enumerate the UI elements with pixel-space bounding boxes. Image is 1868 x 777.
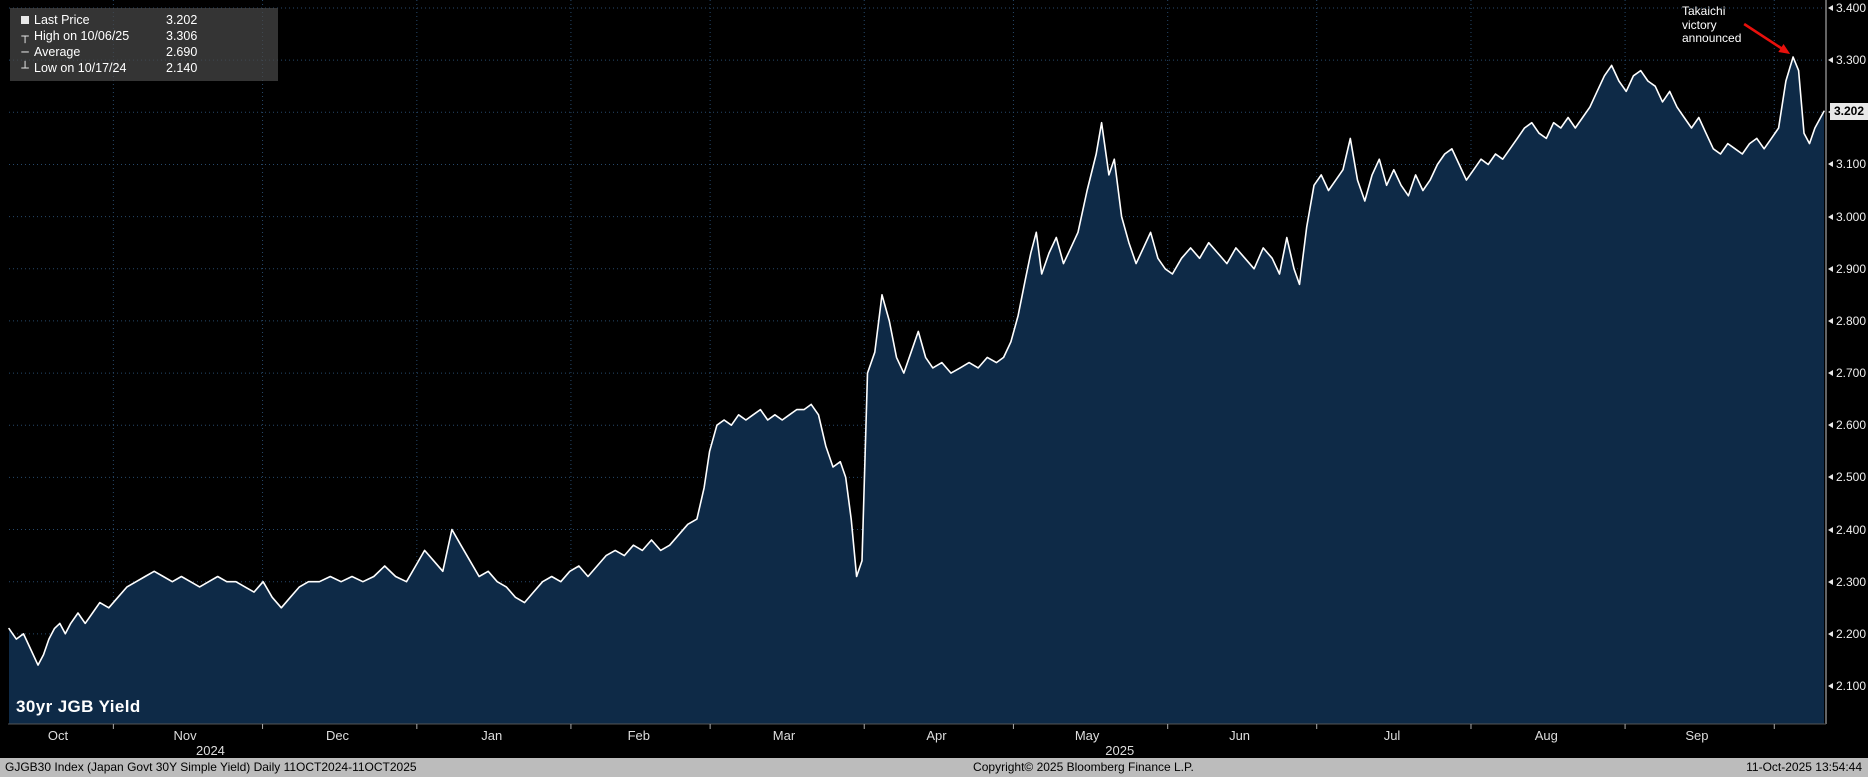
- legend-row-low: ┴ Low on 10/17/24 2.140: [16, 60, 270, 76]
- legend-row-average: ─ Average 2.690: [16, 44, 270, 60]
- x-axis-month-label: Feb: [627, 728, 650, 743]
- y-axis-label: 2.600: [1828, 418, 1866, 432]
- axis-tick-icon: [1828, 57, 1833, 64]
- legend-value: 3.306: [166, 29, 198, 43]
- axis-tick-icon: [1828, 265, 1833, 272]
- legend-value: 2.690: [166, 45, 198, 59]
- x-axis-year-label: 2024: [195, 743, 225, 758]
- x-axis-month-label: Jul: [1383, 728, 1401, 743]
- x-axis-month-label: Dec: [325, 728, 350, 743]
- annotation-line: victory: [1682, 17, 1717, 32]
- axis-tick-icon: [1828, 370, 1833, 377]
- legend-label: High on 10/06/25: [34, 29, 130, 43]
- y-axis-label: 3.400: [1828, 1, 1866, 15]
- takaichi-annotation: Takaichi victory announced: [1682, 4, 1742, 46]
- annotation-arrowhead: [1778, 43, 1791, 55]
- yield-line: [8, 56, 1825, 666]
- footer-security-info: GJGB30 Index (Japan Govt 30Y Simple Yiel…: [5, 760, 417, 774]
- y-axis-label: 2.700: [1828, 366, 1866, 380]
- last-price-badge: 3.202: [1830, 102, 1868, 120]
- yield-area-fill: [9, 57, 1824, 724]
- axis-tick-icon: [1828, 630, 1833, 637]
- y-axis-label: 2.100: [1828, 679, 1866, 693]
- y-axis-label: 2.500: [1828, 470, 1866, 484]
- x-axis-month-label: Apr: [926, 728, 947, 743]
- axis-tick-icon: [1828, 422, 1833, 429]
- x-axis-month-label: Nov: [173, 728, 197, 743]
- x-axis-month-label: Jan: [481, 728, 503, 743]
- status-bar: GJGB30 Index (Japan Govt 30Y Simple Yiel…: [0, 758, 1868, 777]
- legend-row-high: ┬ High on 10/06/25 3.306: [16, 28, 270, 44]
- y-axis-label: 3.100: [1828, 157, 1866, 171]
- chart-title: 30yr JGB Yield: [16, 697, 141, 716]
- y-axis-label: 2.300: [1828, 575, 1866, 589]
- x-axis-month-label: Aug: [1534, 728, 1558, 743]
- high-marker-icon: ┬: [21, 29, 29, 43]
- axis-tick-icon: [1828, 161, 1833, 168]
- legend-label: Average: [34, 45, 81, 59]
- legend-row-last-price: Last Price 3.202: [16, 12, 270, 28]
- axis-tick-icon: [1828, 474, 1833, 481]
- legend-label: Low on 10/17/24: [34, 61, 127, 75]
- axis-tick-icon: [1828, 526, 1833, 533]
- legend-value: 3.202: [166, 13, 198, 27]
- x-axis-year-label: 2025: [1105, 743, 1135, 758]
- annotation-arrow: [1743, 22, 1785, 52]
- x-axis-month-label: May: [1074, 728, 1100, 743]
- y-axis-label: 2.400: [1828, 523, 1866, 537]
- axis-tick-icon: [1828, 213, 1833, 220]
- y-axis-label: 2.200: [1828, 627, 1866, 641]
- x-axis-month-label: Oct: [47, 728, 69, 743]
- axis-tick-icon: [1828, 578, 1833, 585]
- x-axis-month-label: Mar: [772, 728, 796, 743]
- low-marker-icon: ┴: [21, 61, 29, 75]
- legend-value: 2.140: [166, 61, 198, 75]
- annotation-line: Takaichi: [1682, 4, 1726, 18]
- y-axis-label: 2.800: [1828, 314, 1866, 328]
- footer-timestamp: 11-Oct-2025 13:54:44: [1746, 760, 1862, 774]
- axis-tick-icon: [1828, 317, 1833, 324]
- legend-label: Last Price: [34, 13, 90, 27]
- x-axis[interactable]: Oct Nov Dec Jan Feb Mar Apr May Jun Jul Aug Sep 2024…: [0, 726, 1830, 758]
- average-marker-icon: ─: [21, 45, 29, 59]
- x-axis-month-label: Jun: [1229, 728, 1251, 743]
- y-axis-label: 2.900: [1828, 262, 1866, 276]
- x-axis-month-label: Sep: [1685, 728, 1709, 743]
- y-axis-label: 3.300: [1828, 53, 1866, 67]
- annotation-line: announced: [1682, 31, 1742, 45]
- chart-legend[interactable]: Last Price 3.202 ┬ High on 10/06/25 3.30…: [10, 8, 278, 81]
- footer-copyright: Copyright© 2025 Bloomberg Finance L.P.: [973, 760, 1194, 774]
- series-swatch-icon: [16, 16, 34, 24]
- axis-tick-icon: [1828, 5, 1833, 11]
- axis-tick-icon: [1828, 683, 1833, 689]
- y-axis-label: 3.000: [1828, 210, 1866, 224]
